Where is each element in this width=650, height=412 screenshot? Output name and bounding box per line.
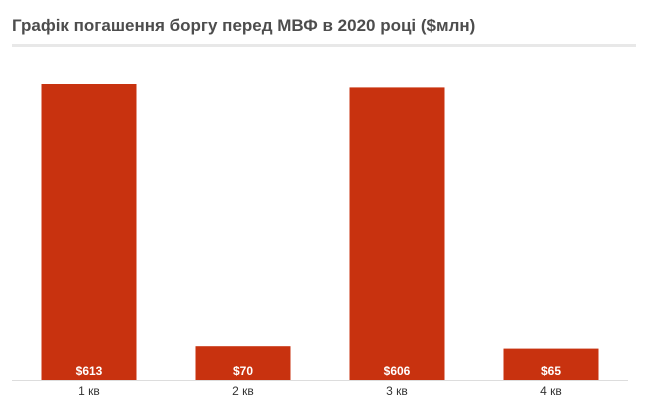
x-tick-label: 4 кв	[540, 384, 562, 398]
bar-3	[349, 87, 445, 381]
bar-value-label: $65	[541, 364, 561, 378]
x-tick-label: 1 кв	[78, 384, 100, 398]
x-tick-label: 3 кв	[386, 384, 408, 398]
bar-value-label: $606	[384, 364, 411, 378]
bar-4	[503, 348, 599, 380]
title-divider	[12, 44, 636, 47]
bar-value-label: $70	[233, 364, 253, 378]
bar-2	[195, 346, 291, 380]
bar-value-label: $613	[76, 364, 103, 378]
x-tick-label: 2 кв	[232, 384, 254, 398]
chart-title: Графік погашення боргу перед МВФ в 2020 …	[12, 16, 476, 35]
bar-1	[41, 84, 137, 380]
